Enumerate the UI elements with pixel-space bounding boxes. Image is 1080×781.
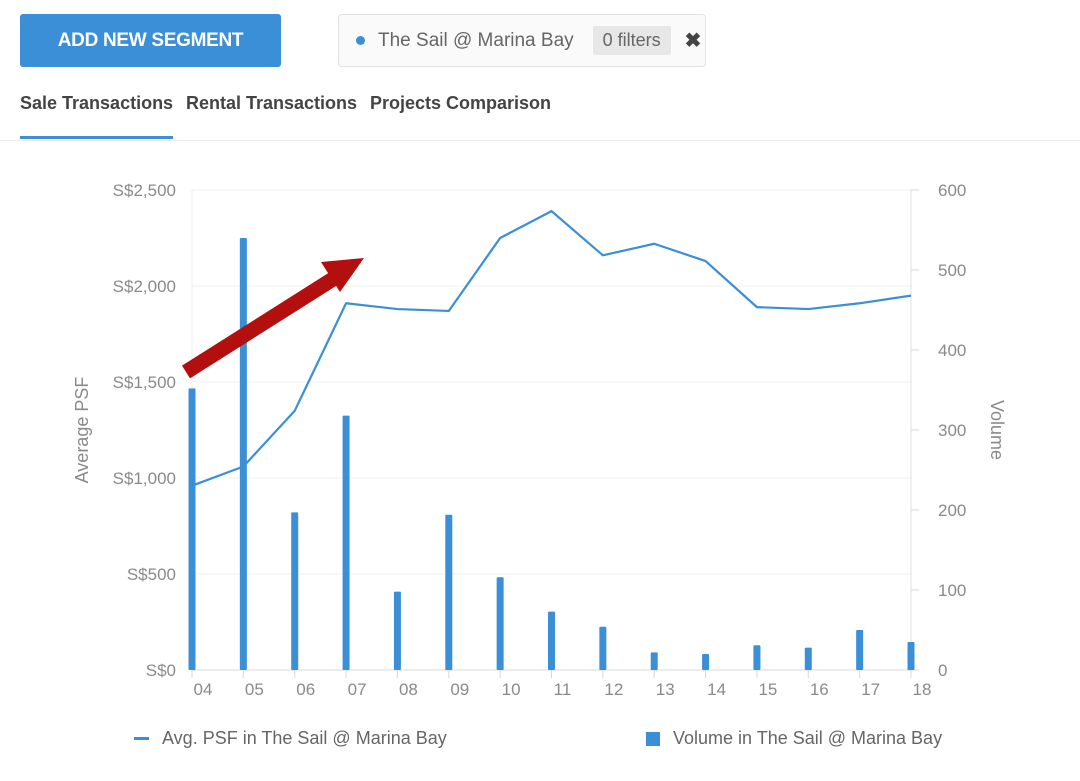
left-axis-title: Average PSF (72, 377, 92, 484)
filters-count-badge[interactable]: 0 filters (592, 26, 671, 55)
right-axis-tick-label: 0 (938, 661, 947, 680)
tab-sale-transactions[interactable]: Sale Transactions (20, 93, 174, 139)
legend-item-volume[interactable]: Volume in The Sail @ Marina Bay (646, 728, 942, 749)
x-axis-tick-label: 07 (348, 680, 367, 699)
legend-item-psf[interactable]: Avg. PSF in The Sail @ Marina Bay (134, 728, 447, 749)
legend-line-icon (134, 737, 149, 740)
x-axis-tick-label: 10 (502, 680, 521, 699)
right-axis-tick-label: 600 (938, 181, 966, 200)
annotation-arrow-shaft (181, 272, 338, 379)
x-axis-tick-label: 17 (861, 680, 880, 699)
volume-bar (291, 512, 299, 670)
avg-psf-line (191, 210, 912, 487)
volume-bar (342, 415, 350, 670)
left-axis-tick-label: S$500 (127, 565, 176, 584)
volume-bar (804, 647, 812, 670)
legend-volume-label: Volume in The Sail @ Marina Bay (673, 728, 943, 748)
x-axis-tick-label: 12 (604, 680, 623, 699)
volume-bar (393, 591, 401, 670)
x-axis-tick-label: 06 (296, 680, 315, 699)
volume-bar (753, 645, 761, 670)
x-axis-tick-label: 04 (194, 680, 213, 699)
left-axis-tick-label: S$2,000 (113, 277, 176, 296)
left-axis-tick-label: S$0 (146, 661, 176, 680)
volume-bar (548, 611, 555, 670)
segment-name: The Sail @ Marina Bay (378, 29, 574, 51)
x-axis-tick-label: 08 (399, 680, 418, 699)
annotation-arrow-head (321, 258, 364, 292)
x-axis-tick-label: 09 (450, 680, 469, 699)
volume-bar (496, 577, 504, 670)
x-axis-tick-label: 16 (810, 680, 829, 699)
tab-rental-transactions[interactable]: Rental Transactions (186, 93, 358, 113)
x-axis-tick-label: 14 (707, 680, 726, 699)
left-axis-tick-label: S$1,500 (113, 373, 176, 392)
add-new-segment-button[interactable]: ADD NEW SEGMENT (20, 14, 281, 67)
x-axis-tick-label: 13 (656, 680, 675, 699)
right-axis-tick-label: 100 (938, 581, 966, 600)
right-axis-tick-label: 400 (938, 341, 966, 360)
right-axis-tick-label: 300 (938, 421, 966, 440)
left-axis-tick-label: S$1,000 (113, 469, 176, 488)
x-axis-tick-label: 11 (554, 680, 572, 699)
volume-bar (599, 626, 607, 670)
x-axis-tick-label: 15 (758, 680, 777, 699)
close-icon[interactable]: ✖ (684, 30, 702, 52)
volume-bar (445, 514, 453, 670)
x-axis-tick-label: 18 (913, 680, 932, 699)
right-axis-tick-label: 200 (938, 501, 966, 520)
x-axis-tick-label: 05 (245, 680, 264, 699)
tab-bar: Sale Transactions Rental Transactions Pr… (0, 85, 1080, 141)
volume-bar (239, 238, 247, 670)
volume-bar (907, 642, 915, 670)
right-axis-title: Volume (987, 400, 1007, 460)
segment-color-dot-icon (356, 36, 365, 45)
volume-bar (702, 654, 710, 670)
volume-bar (856, 630, 864, 670)
legend-square-icon (646, 731, 660, 746)
volume-bar (650, 652, 658, 670)
legend-psf-label: Avg. PSF in The Sail @ Marina Bay (162, 728, 447, 748)
tab-projects-comparison[interactable]: Projects Comparison (370, 93, 552, 113)
left-axis-tick-label: S$2,500 (113, 181, 176, 200)
volume-bar (188, 388, 196, 670)
transactions-chart: S$0S$500S$1,000S$1,500S$2,000S$2,5000100… (72, 181, 1007, 699)
right-axis-tick-label: 500 (938, 261, 966, 280)
segment-chip[interactable]: The Sail @ Marina Bay 0 filters ✖ (338, 14, 706, 67)
